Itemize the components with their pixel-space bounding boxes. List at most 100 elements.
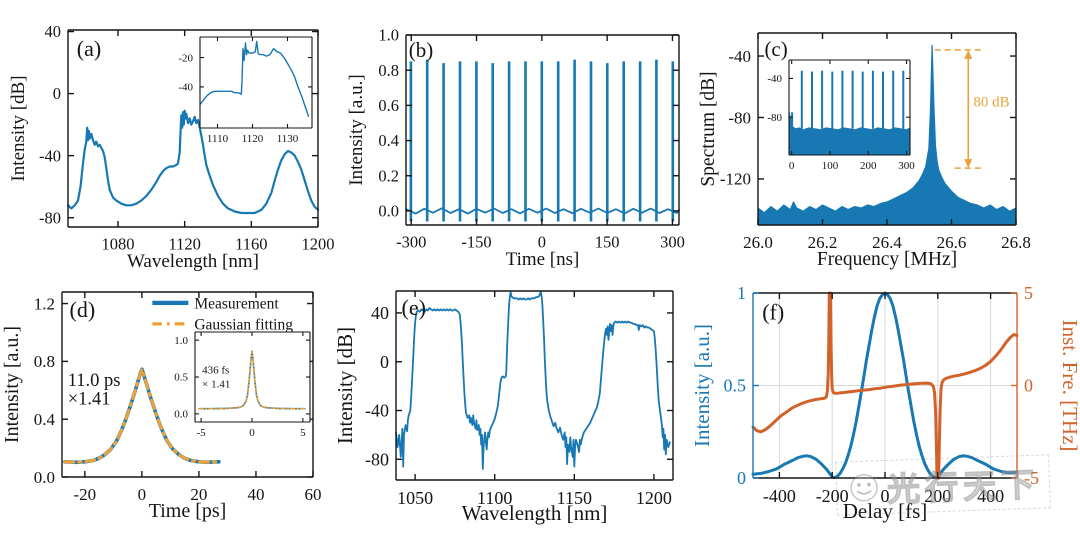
chart-f: -400 -200 0 200 400 0 0.5 1 -5 0 5 Delay [fs] Intens… <box>690 283 1080 523</box>
x-tick-label: 26.4 <box>872 233 902 252</box>
x-tick-label: 26.6 <box>937 233 967 252</box>
x-tick-label: -200 <box>816 486 849 506</box>
x-tick-label: 1110 <box>207 133 229 145</box>
x-tick-label: 1160 <box>235 235 267 254</box>
x-tick-label: 0 <box>538 233 546 252</box>
y-tick-label: -80 <box>728 108 751 127</box>
gaussian-fit <box>63 367 221 464</box>
annotation-text: (c) <box>764 37 787 61</box>
x-tick-label: 300 <box>660 233 685 252</box>
y-axis-label: Intensity [a.u.] <box>1 326 23 443</box>
instantaneous-frequency <box>751 291 1019 480</box>
y-axis-label: Intensity [a.u.] <box>690 324 714 447</box>
y-tick-label: 0.4 <box>34 410 56 429</box>
y-tick-label: -40 <box>178 82 193 94</box>
x-tick-label: 26.8 <box>1001 233 1031 252</box>
y-axis-label: Intensity [a.u.] <box>346 74 367 185</box>
chart-a: 1080 1120 1160 1200 -80 -40 0 40 Wavelength [nm]… <box>8 22 335 272</box>
legend-label: Measurement <box>194 295 279 312</box>
x-tick-label: -5 <box>197 427 207 439</box>
y-tick-label: 0 <box>737 468 746 488</box>
rf-floor <box>788 111 911 131</box>
x-tick-label: 1080 <box>102 235 135 254</box>
annotation-text: (b) <box>409 38 434 62</box>
x-tick-label: 1050 <box>397 488 433 508</box>
x-axis-label: Time [ns] <box>506 249 580 270</box>
x-tick-label: 1150 <box>557 488 592 508</box>
x-axis-label: Wavelength [nm] <box>462 501 608 525</box>
y2-tick-label: 0 <box>1024 376 1033 396</box>
y-tick-label: -120 <box>720 170 751 189</box>
panel-a-optical-spectrum: 1080 1120 1160 1200 -80 -40 0 40 Wavelength [nm]… <box>0 0 340 272</box>
rf-spectrum <box>757 44 1017 214</box>
y-tick-label: -80 <box>365 449 389 469</box>
y-tick-label: 0.6 <box>378 96 399 115</box>
y-tick-label: -20 <box>178 52 193 64</box>
annotation-text: (a) <box>77 36 101 61</box>
annotation-text: × 1.41 <box>202 378 230 390</box>
x-axis-label: Frequency [MHz] <box>817 249 957 270</box>
y2-tick-label: 5 <box>1024 283 1033 303</box>
x-tick-label: 20 <box>190 485 207 504</box>
x-tick-label: 1120 <box>242 133 264 145</box>
y-tick-label: 0.5 <box>174 372 188 384</box>
panel-c-rf-spectrum: 26.0 26.2 26.4 26.6 26.8 -120 -80 -40 Frequency … <box>688 0 1031 270</box>
x-tick-label: -20 <box>73 485 96 504</box>
y-tick-label: 0.4 <box>378 131 399 150</box>
y-tick-label: 0.0 <box>378 202 399 221</box>
panel-f-delay-frequency: -400 -200 0 200 400 0 0.5 1 -5 0 5 Delay [fs] Intens… <box>688 272 1080 542</box>
y2-tick-label: -5 <box>1024 468 1039 488</box>
x-tick-label: -150 <box>461 233 491 252</box>
x-tick-label: -400 <box>763 486 796 506</box>
x-tick-label: 26.2 <box>808 233 838 252</box>
y-tick-label: 0 <box>53 84 61 103</box>
x-tick-label: 1130 <box>277 133 299 145</box>
panel-b-pulse-train: -300 -150 0 150 300 0.0 0.2 0.4 0.6 0.8 1.0 Time [n… <box>340 0 688 270</box>
x-tick-label: 300 <box>898 160 915 172</box>
x-tick-label: -300 <box>396 233 426 252</box>
panel-e-broad-spectrum: 1050 1100 1150 1200 -80 -40 0 40 Wavelength [nm]… <box>333 272 688 542</box>
y-tick-label: 40 <box>371 303 389 323</box>
x-tick-label: 1200 <box>636 488 672 508</box>
y-axis-label: Intensity [dB] <box>333 327 357 444</box>
annotation-text: 436 fs <box>202 364 229 376</box>
annotation-text: 80 dB <box>973 95 1009 111</box>
y-tick-label: 0.8 <box>34 352 55 371</box>
rf-spectrum-fill <box>758 45 1016 225</box>
y-tick-label: 1 <box>737 283 746 303</box>
rf-floor-fill <box>789 112 910 155</box>
y-tick-label: 0.0 <box>34 468 55 487</box>
annotation-text: ×1.41 <box>68 390 111 410</box>
y-axis-label: Spectrum [dB] <box>698 71 719 186</box>
annotation-text: (f) <box>762 300 784 325</box>
x-axis-label: Time [ps] <box>149 500 227 522</box>
y-tick-label: 1.2 <box>34 294 55 313</box>
chart-b: -300 -150 0 150 300 0.0 0.2 0.4 0.6 0.8 1.0 Time [n… <box>346 26 685 270</box>
annotation-text: (e) <box>402 295 426 320</box>
x-tick-label: 100 <box>822 160 839 172</box>
panel-d-autocorrelation: -20 0 20 40 60 0.0 0.4 0.8 1.2 Time [ps] Intensity… <box>0 272 340 542</box>
chart-c: 26.0 26.2 26.4 26.6 26.8 -120 -80 -40 Frequency … <box>698 32 1031 270</box>
x-tick-label: 0 <box>881 486 890 506</box>
y-axis-label: Intensity [dB] <box>8 75 29 181</box>
y-tick-label: 40 <box>45 22 62 41</box>
x-tick-label: 0 <box>789 160 795 172</box>
x-tick-label: 5 <box>300 427 306 439</box>
y-tick-label: 1.0 <box>378 26 399 45</box>
spectrum-zoom <box>199 40 310 117</box>
annotation-text: (d) <box>70 297 96 322</box>
x-tick-label: 200 <box>860 160 877 172</box>
y2-axis-label: Inst. Fre. [THz] <box>1058 320 1080 452</box>
y-tick-label: -40 <box>39 146 61 165</box>
optical-spectrum <box>66 109 320 215</box>
x-tick-label: 1120 <box>168 235 200 254</box>
y-tick-label: -80 <box>39 208 61 227</box>
ac-fit <box>198 350 306 410</box>
x-tick-label: 0 <box>138 485 147 504</box>
chart-e: 1050 1100 1150 1200 -80 -40 0 40 Wavelength [nm]… <box>333 290 674 525</box>
chart-d: -20 0 20 40 60 0.0 0.4 0.8 1.2 Time [ps] Intensity… <box>1 291 322 522</box>
y-tick-label: 0.2 <box>378 166 399 185</box>
broad-spectrum <box>395 291 671 470</box>
legend-label: Gaussian fitting <box>194 316 293 333</box>
